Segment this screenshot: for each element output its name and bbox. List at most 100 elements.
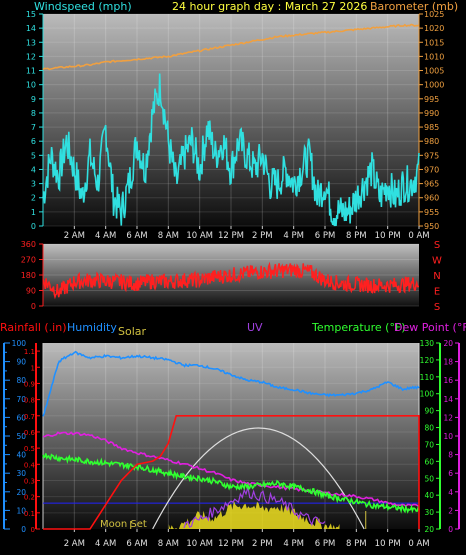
rainfall-line [43, 415, 420, 530]
wind-ytick-label: 6 [31, 137, 36, 146]
wind-direction-line [42, 261, 420, 300]
wind-xtick-label: 4 PM [283, 231, 304, 241]
baro-ytick-label: 960 [424, 194, 439, 203]
dew-ytick-label: 6 [448, 469, 453, 478]
rain-ytick-label: 0.8 [24, 397, 35, 405]
wind-xtick-label: 4 AM [95, 231, 116, 241]
climate-xtick-label: 4 AM [95, 539, 116, 549]
temp-ytick-label: 20 [424, 525, 434, 534]
compass-label: N [433, 271, 440, 282]
dew-ytick-label: 20 [443, 339, 453, 348]
humidity-axis-title: Humidity [67, 321, 117, 334]
temperature-axis-title: Temperature (°F) [311, 321, 406, 334]
wind-ytick-label: 4 [31, 165, 36, 174]
wind-xtick-label: 2 PM [252, 231, 273, 241]
wind-xtick-label: 0 AM [408, 231, 429, 241]
wind-xtick-label: 6 PM [315, 231, 336, 241]
dir-ytick-label: 0 [31, 302, 36, 311]
wind-ytick-label: 0 [31, 222, 36, 231]
humidity-line [42, 350, 420, 417]
rain-ytick-label: 0.4 [24, 461, 36, 469]
wind-xtick-label: 10 PM [375, 231, 401, 241]
temp-ytick-label: 70 [424, 440, 434, 449]
dew-ytick-label: 4 [448, 488, 453, 497]
wind-ytick-label: 3 [31, 180, 36, 189]
climate-xtick-label: 10 PM [375, 539, 401, 549]
baro-ytick-label: 1025 [424, 10, 444, 19]
temp-ytick-label: 40 [424, 491, 434, 500]
baro-ytick-label: 985 [424, 123, 439, 132]
climate-xtick-label: 2 PM [252, 539, 273, 549]
rainfall-axis-title: Rainfall (.in) [0, 321, 67, 334]
dewpoint-line [42, 431, 420, 508]
baro-ytick-label: 1005 [424, 67, 444, 76]
baro-ytick-label: 1010 [424, 52, 444, 61]
temp-ytick-label: 110 [420, 373, 435, 382]
baro-ytick-label: 970 [424, 165, 439, 174]
humidity-ytick-label: 20 [16, 488, 26, 497]
rain-ytick-label: 1 [31, 364, 35, 372]
humidity-ytick-label: 10 [16, 506, 26, 515]
rain-ytick-label: 0.7 [24, 413, 35, 421]
compass-label: S [434, 302, 440, 313]
temp-ytick-label: 120 [420, 356, 435, 365]
humidity-ytick-label: 80 [16, 376, 26, 385]
climate-xtick-label: 8 PM [346, 539, 367, 549]
wind-xtick-label: 12 PM [218, 231, 244, 241]
rain-ytick-label: 0 [31, 526, 35, 534]
dew-ytick-label: 16 [443, 376, 453, 385]
climate-panel: 010203040506070809010000.10.20.30.40.50.… [3, 339, 460, 549]
humidity-ytick-label: 0 [21, 525, 26, 534]
humidity-ytick-label: 30 [16, 469, 26, 478]
baro-ytick-label: 995 [424, 95, 439, 104]
wind-xtick-label: 8 PM [346, 231, 367, 241]
baro-ytick-label: 1015 [424, 38, 444, 47]
climate-xtick-label: 10 AM [186, 539, 213, 549]
temperature-line [42, 453, 420, 514]
uv-axis-title: UV [247, 321, 263, 334]
dir-ytick-label: 180 [21, 271, 36, 280]
humidity-ytick-label: 100 [12, 339, 27, 348]
wind-ytick-label: 10 [26, 81, 36, 90]
dew-ytick-label: 18 [443, 358, 453, 367]
humidity-ytick-label: 60 [16, 413, 26, 422]
compass-label: E [434, 287, 440, 298]
dir-ytick-label: 270 [21, 256, 36, 265]
wind-ytick-label: 11 [26, 67, 36, 76]
temp-ytick-label: 60 [424, 457, 434, 466]
rain-ytick-label: 0.1 [24, 510, 35, 518]
windspeed-line [42, 73, 420, 227]
wind-panel-bg [43, 14, 419, 226]
wind-ytick-label: 15 [26, 10, 36, 19]
climate-xtick-label: 0 AM [408, 539, 429, 549]
solar-area [168, 500, 340, 529]
rain-ytick-label: 1.1 [24, 348, 35, 356]
dew-ytick-label: 0 [448, 525, 453, 534]
wind-xtick-label: 2 AM [64, 231, 85, 241]
baro-ytick-label: 1000 [424, 81, 444, 90]
windspeed-axis-title: Windspeed (mph) [34, 0, 132, 13]
temp-ytick-label: 100 [420, 390, 435, 399]
barometer-axis-title: Barometer (mb) [370, 0, 458, 13]
wind-ytick-label: 5 [31, 151, 36, 160]
dewpoint-axis-title: Dew Point (°F) [394, 321, 466, 334]
wind-xtick-label: 8 AM [158, 231, 179, 241]
temp-ytick-label: 80 [424, 424, 434, 433]
dew-ytick-label: 12 [443, 413, 453, 422]
humidity-ytick-label: 90 [16, 358, 26, 367]
wind-ytick-label: 7 [31, 123, 36, 132]
barometer-line [42, 23, 420, 71]
dew-ytick-label: 2 [448, 506, 453, 515]
solar-axis-title: Solar [118, 325, 147, 338]
baro-ytick-label: 975 [424, 151, 439, 160]
wind-ytick-label: 12 [26, 52, 36, 61]
climate-xtick-label: 2 AM [64, 539, 85, 549]
rain-ytick-label: 0.5 [24, 445, 35, 453]
temp-ytick-label: 90 [424, 407, 434, 416]
baro-ytick-label: 950 [424, 222, 439, 231]
rain-ytick-label: 0.9 [24, 380, 35, 388]
baro-ytick-label: 1020 [424, 24, 444, 33]
climate-xtick-label: 6 AM [126, 539, 147, 549]
humidity-ytick-label: 40 [16, 451, 26, 460]
